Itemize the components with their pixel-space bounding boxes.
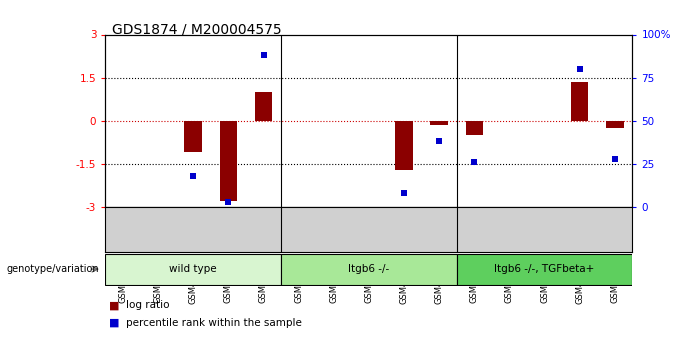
Bar xyxy=(606,121,624,128)
Bar xyxy=(220,121,237,201)
Bar xyxy=(184,121,202,152)
Text: genotype/variation: genotype/variation xyxy=(7,264,99,274)
Text: Itgb6 -/-: Itgb6 -/- xyxy=(348,264,390,274)
Bar xyxy=(571,82,588,121)
Bar xyxy=(395,121,413,170)
Bar xyxy=(466,121,483,135)
Bar xyxy=(255,92,272,121)
Text: log ratio: log ratio xyxy=(126,300,169,310)
Text: ■: ■ xyxy=(109,300,119,310)
Text: wild type: wild type xyxy=(169,264,217,274)
FancyBboxPatch shape xyxy=(457,254,632,285)
FancyBboxPatch shape xyxy=(105,254,281,285)
FancyBboxPatch shape xyxy=(281,254,457,285)
Text: ■: ■ xyxy=(109,318,119,327)
Bar xyxy=(430,121,448,125)
Text: percentile rank within the sample: percentile rank within the sample xyxy=(126,318,302,327)
Text: Itgb6 -/-, TGFbeta+: Itgb6 -/-, TGFbeta+ xyxy=(494,264,595,274)
Text: GDS1874 / M200004575: GDS1874 / M200004575 xyxy=(112,22,282,37)
